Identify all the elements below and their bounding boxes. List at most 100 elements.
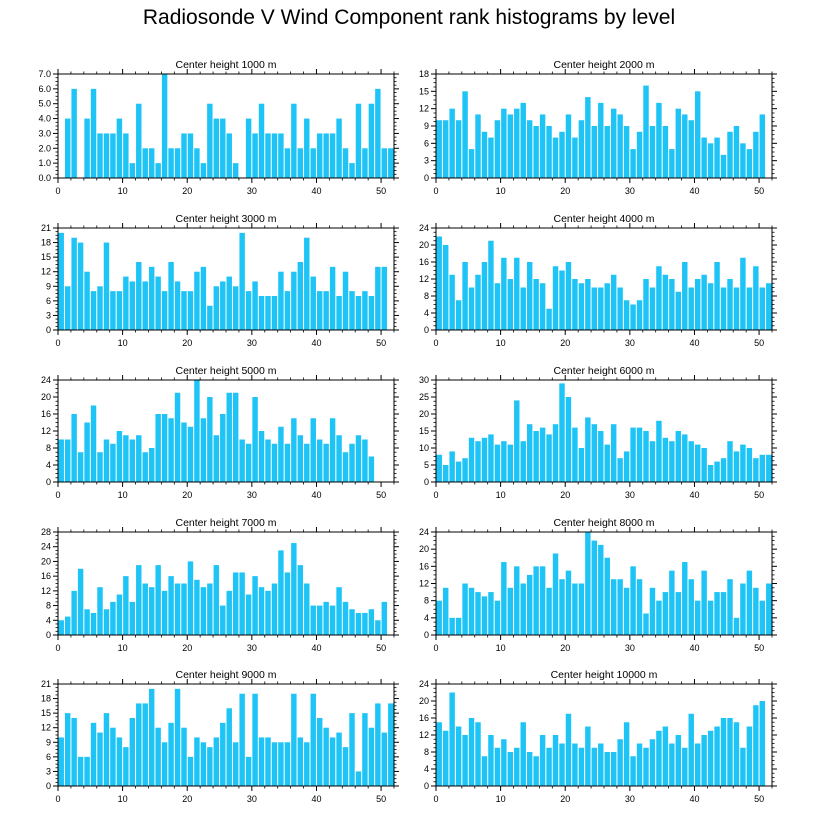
y-tick-label: 24 bbox=[41, 375, 51, 385]
bar bbox=[103, 439, 110, 482]
x-tick-label: 0 bbox=[55, 794, 60, 804]
bar bbox=[355, 103, 362, 178]
x-tick-label: 20 bbox=[182, 338, 192, 348]
x-tick-label: 30 bbox=[247, 643, 257, 653]
histogram-panel-9: Center height 9000 m 0 3 6 9 12 15 18 21 0 10 20 30 4… bbox=[41, 669, 399, 804]
x-tick-label: 20 bbox=[182, 643, 192, 653]
bar bbox=[129, 281, 136, 330]
bar bbox=[136, 703, 142, 786]
bar bbox=[623, 126, 630, 178]
bar bbox=[245, 756, 252, 786]
bar bbox=[630, 427, 636, 482]
bar bbox=[297, 737, 304, 786]
bar bbox=[578, 120, 585, 178]
bar bbox=[546, 308, 552, 330]
bar bbox=[636, 300, 643, 330]
bar bbox=[381, 266, 388, 330]
bar bbox=[733, 617, 740, 635]
x-tick-label: 20 bbox=[560, 490, 570, 500]
bar bbox=[604, 557, 610, 635]
y-tick-label: 24 bbox=[419, 527, 429, 537]
bar bbox=[103, 713, 110, 786]
bar bbox=[271, 296, 278, 330]
bar bbox=[488, 240, 494, 330]
bar bbox=[388, 148, 394, 178]
x-tick-label: 20 bbox=[182, 794, 192, 804]
bar bbox=[103, 133, 110, 178]
bar bbox=[643, 431, 649, 482]
bar bbox=[733, 451, 740, 482]
bar bbox=[77, 242, 84, 330]
bar bbox=[239, 232, 245, 330]
bar bbox=[71, 718, 77, 786]
histogram-panel-6: Center height 6000 m 0 5 10 15 20 25 30 0 10 20 30 4… bbox=[419, 365, 777, 500]
bar bbox=[174, 148, 181, 178]
bar bbox=[494, 747, 501, 786]
bar bbox=[84, 422, 90, 482]
histogram-panel-7: Center height 7000 m 0 4 8 12 16 20 24 28 0 10 20 30… bbox=[41, 517, 399, 653]
bar bbox=[200, 266, 207, 330]
bar bbox=[565, 262, 572, 330]
bar bbox=[539, 566, 546, 635]
y-tick-label: 21 bbox=[41, 223, 51, 233]
y-tick-label: 16 bbox=[419, 713, 429, 723]
bar bbox=[449, 617, 455, 635]
x-tick-label: 50 bbox=[376, 338, 386, 348]
panel-title: Center height 10000 m bbox=[551, 669, 658, 681]
bar bbox=[110, 133, 116, 178]
bar bbox=[342, 452, 349, 482]
bar bbox=[617, 114, 623, 178]
bar bbox=[559, 383, 565, 482]
bar bbox=[245, 594, 252, 635]
bar bbox=[168, 262, 174, 330]
bar bbox=[675, 735, 682, 786]
bar bbox=[662, 592, 669, 635]
bar bbox=[694, 444, 701, 482]
x-tick-label: 10 bbox=[496, 338, 506, 348]
bar bbox=[488, 137, 494, 178]
bar bbox=[585, 532, 591, 635]
bar bbox=[252, 133, 258, 178]
bar bbox=[572, 743, 578, 786]
bar bbox=[475, 114, 481, 178]
bar bbox=[258, 296, 265, 330]
bar bbox=[168, 576, 174, 635]
bar bbox=[123, 435, 129, 482]
y-tick-label: 12 bbox=[419, 730, 429, 740]
bar bbox=[623, 451, 630, 482]
bar bbox=[349, 713, 355, 786]
x-tick-label: 40 bbox=[689, 490, 699, 500]
x-tick-label: 50 bbox=[376, 490, 386, 500]
bar bbox=[90, 612, 97, 635]
bar bbox=[753, 131, 759, 178]
bar bbox=[610, 752, 617, 786]
bar bbox=[213, 286, 220, 330]
bar bbox=[514, 108, 520, 178]
bar bbox=[323, 291, 329, 330]
bar bbox=[546, 126, 552, 178]
bar bbox=[323, 727, 329, 786]
bar bbox=[720, 592, 727, 635]
bar bbox=[591, 747, 598, 786]
bar bbox=[759, 114, 766, 178]
bar bbox=[727, 441, 733, 482]
bar bbox=[252, 397, 258, 482]
bar bbox=[707, 600, 714, 635]
bar bbox=[643, 279, 649, 330]
bar bbox=[462, 458, 468, 482]
bar bbox=[258, 737, 265, 786]
bar bbox=[526, 752, 533, 786]
bar bbox=[232, 742, 239, 786]
bar bbox=[207, 397, 213, 482]
bar bbox=[617, 287, 623, 330]
bar bbox=[662, 126, 669, 178]
bar bbox=[84, 609, 90, 635]
bar bbox=[336, 435, 342, 482]
x-tick-label: 10 bbox=[118, 338, 128, 348]
bar bbox=[349, 163, 355, 178]
x-tick-label: 30 bbox=[247, 186, 257, 196]
bar bbox=[310, 276, 316, 330]
bar bbox=[194, 380, 200, 482]
bar bbox=[533, 756, 539, 786]
bar bbox=[220, 118, 226, 178]
